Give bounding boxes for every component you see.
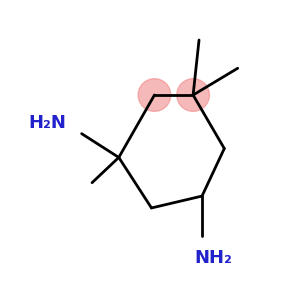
Circle shape [177, 79, 209, 111]
Text: NH₂: NH₂ [195, 250, 232, 268]
Circle shape [138, 79, 171, 111]
Text: H₂N: H₂N [28, 114, 66, 132]
